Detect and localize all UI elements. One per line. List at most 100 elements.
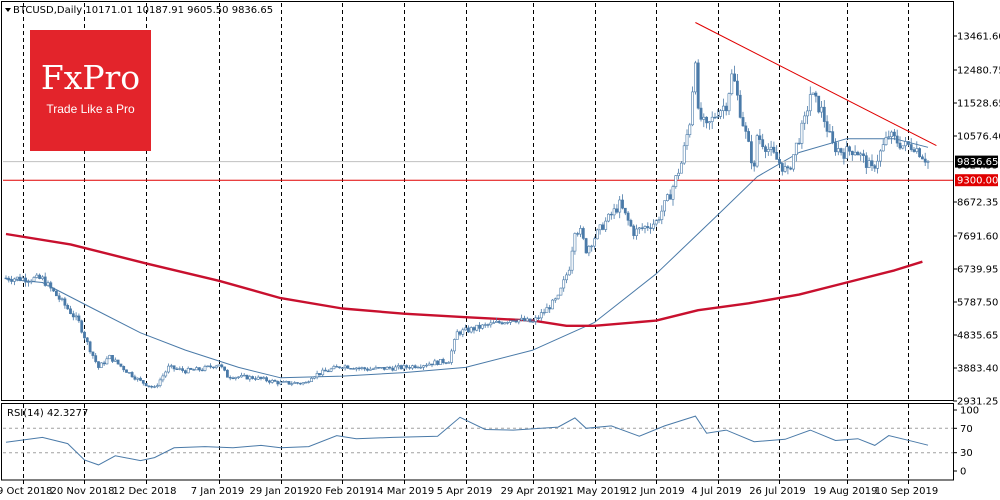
candle-body [413,365,417,369]
candle-body [430,363,434,366]
candle [848,145,851,156]
candle-body [486,324,490,326]
candle-body [806,110,809,117]
candle-body [741,117,745,127]
candle [270,378,274,384]
candle [212,366,215,370]
rsi-title: RSI(14) 42.3277 [7,408,88,419]
candle [43,272,47,287]
candle [214,364,218,370]
candle-body [632,225,636,236]
candle [864,152,868,174]
candle-body [49,282,53,289]
candle [237,376,241,379]
candle [853,145,857,156]
candle [363,366,367,372]
candle [859,151,863,161]
rsi-axis-label: 70 [960,424,973,435]
candle [430,363,434,368]
candle-body [366,368,369,371]
candle-body [405,365,409,368]
candle [346,364,350,369]
candle [198,367,201,372]
candle-body [46,282,50,286]
candle-body [312,376,316,379]
candle-body [834,142,837,153]
candle [685,129,689,150]
candle [433,358,437,366]
candle [371,367,375,370]
candle-body [629,220,633,227]
candle [394,364,397,371]
candle-body [234,376,238,379]
candle [764,144,767,159]
candle-body [839,148,843,153]
candle-body [545,307,549,313]
candle-body [649,227,653,229]
date-axis-label: 20 Nov 2018 [50,486,114,497]
candle-body [335,366,339,368]
candle-body [884,137,888,145]
candle-body [424,364,428,367]
candle [88,340,92,354]
candle [842,148,846,165]
candle-body [444,362,448,364]
candle [402,363,406,372]
candle-body [654,220,658,225]
candle [783,162,787,173]
candle-body [789,167,793,170]
candle-body [918,148,922,158]
candle-body [702,116,706,120]
candle-body [898,142,902,149]
candle [834,138,837,156]
candle [727,92,731,115]
candle-body [212,366,215,369]
candle [452,338,456,354]
candle-body [237,376,241,378]
candle-body [116,359,120,365]
candle-body [74,315,78,318]
candle-body [825,121,829,132]
candle [775,145,779,160]
candle-body [360,367,364,369]
candle [710,111,714,129]
candle-body [522,317,526,322]
candle [77,313,81,323]
candle-body [593,238,596,247]
candle [909,138,913,152]
candle-body [635,228,638,236]
candle [262,376,266,380]
candle [772,141,776,154]
candle [522,315,526,322]
candle-body [94,355,98,362]
candle [674,175,678,189]
candle [200,367,204,372]
candle-body [733,73,737,82]
candle [329,367,333,373]
candle-body [251,376,255,379]
candle-body [845,146,849,159]
candle-body [354,367,358,370]
candle [155,383,159,389]
candle [52,287,56,292]
candle-body [139,377,142,381]
candle [455,329,459,340]
candle [918,147,922,158]
candle-body [565,274,568,281]
candle-body [256,376,260,380]
candle [377,367,381,369]
candle-body [111,354,114,362]
candle [281,380,285,383]
candle-body [483,324,487,326]
candle-body [284,381,288,383]
date-axis-label: 12 Dec 2018 [113,486,177,497]
candle [69,305,72,315]
candle-body [455,331,459,340]
descending-trend-line [695,22,937,147]
candle-body [514,320,518,323]
candle [587,245,591,257]
rsi-axis-label: 0 [960,467,966,478]
candle [97,361,100,370]
candle-body [850,150,854,156]
